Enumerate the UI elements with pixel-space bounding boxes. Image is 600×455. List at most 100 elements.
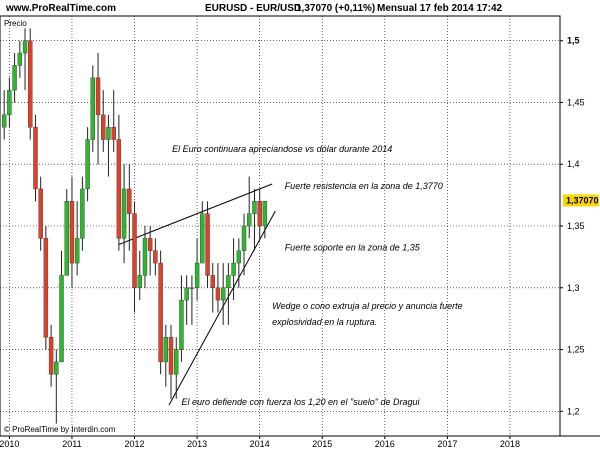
trendline-soporte xyxy=(168,210,276,406)
x-tick-label: 2013 xyxy=(187,439,207,449)
candle-body xyxy=(85,139,90,190)
candle xyxy=(38,176,43,251)
candle xyxy=(189,275,195,325)
candle xyxy=(200,201,205,264)
candle xyxy=(257,188,262,239)
candle xyxy=(210,263,215,313)
candle-body xyxy=(142,238,148,276)
last-price-marker: 1,37070 xyxy=(563,194,599,207)
price-change: 1,37070 (+0,11%) xyxy=(296,3,375,14)
candle xyxy=(7,77,12,128)
candle xyxy=(262,201,268,239)
candle xyxy=(168,324,174,399)
candle xyxy=(1,90,7,140)
candle-body xyxy=(189,287,195,289)
candle xyxy=(17,40,23,78)
candle xyxy=(174,337,179,399)
candle xyxy=(33,114,38,202)
footer-credit: © ProRealTime by Interdin.com xyxy=(4,425,116,434)
x-tick-label: 2016 xyxy=(375,439,395,449)
candle-body xyxy=(69,201,75,264)
candle-body xyxy=(147,238,153,251)
candle-body xyxy=(153,250,158,264)
candle-body xyxy=(257,201,262,227)
candle xyxy=(121,164,127,264)
trendlines xyxy=(118,183,276,406)
y-axis-label: Precio xyxy=(4,19,27,28)
candle-body xyxy=(116,139,122,239)
last-price-label: 1,37070 xyxy=(566,195,599,205)
y-tick-label: 1,4 xyxy=(567,159,580,169)
candle-body xyxy=(236,250,242,264)
candle xyxy=(59,250,64,363)
x-tick-label: 2017 xyxy=(437,439,457,449)
x-ticks: 2010 2011 2012 2013 2014 2015 2016 2017 2018 xyxy=(0,436,520,449)
candle xyxy=(132,201,137,313)
candle xyxy=(127,164,132,251)
candle xyxy=(80,176,85,251)
annotation: explosividad en la ruptura. xyxy=(272,317,377,327)
candle-body xyxy=(179,299,184,350)
candle-body xyxy=(121,188,127,239)
y-tick-label: 1,2 xyxy=(567,406,580,416)
candles xyxy=(1,28,268,424)
candle xyxy=(22,28,28,91)
candle xyxy=(90,65,95,152)
candle xyxy=(205,201,210,288)
candle-body xyxy=(220,287,226,301)
candle-body xyxy=(210,275,215,288)
candle-body xyxy=(215,287,221,301)
candle xyxy=(69,176,75,288)
annotation: El euro defiende con fuerza los 1,20 en … xyxy=(181,397,420,407)
candle xyxy=(74,201,80,276)
candle xyxy=(220,263,226,325)
candle-body xyxy=(168,336,174,375)
x-tick-label: 2015 xyxy=(312,439,332,449)
candle-body xyxy=(74,238,80,264)
candle-body xyxy=(184,287,189,301)
annotation: Wedge o cono extruja al precio y anuncia… xyxy=(272,301,462,311)
x-tick-label: 2014 xyxy=(250,439,270,449)
last-price-background xyxy=(563,194,599,207)
candle-body xyxy=(101,114,106,140)
candle-body xyxy=(12,65,17,91)
candle xyxy=(137,250,142,301)
candle-body xyxy=(106,126,111,140)
candle xyxy=(116,114,122,251)
candle-body xyxy=(64,201,69,276)
candle-body xyxy=(252,201,257,214)
trendline-resistencia xyxy=(118,183,273,245)
candle xyxy=(106,114,111,177)
candle-body xyxy=(247,213,252,227)
candle-body xyxy=(200,213,205,264)
candle xyxy=(28,28,33,140)
candle-body xyxy=(22,40,28,54)
candle-body xyxy=(262,201,268,227)
instrument-title: EURUSD - EUR/USD xyxy=(205,3,301,14)
y-tick-label: 1,25 xyxy=(567,345,585,355)
candle-body xyxy=(59,275,64,363)
y-ticks: 1,5 1,45 1,4 1,35 1,3 1,25 1,2 xyxy=(560,36,585,416)
candle xyxy=(194,238,200,301)
candle-body xyxy=(194,262,200,288)
candle xyxy=(236,238,242,288)
candle xyxy=(153,238,158,276)
candle-body xyxy=(33,126,38,190)
candle-body xyxy=(127,188,132,214)
y-tick-label: 1,3 xyxy=(567,283,580,293)
candle xyxy=(184,275,189,325)
candle xyxy=(54,349,59,424)
candle-body xyxy=(231,262,236,276)
candle xyxy=(158,250,163,375)
candle-body xyxy=(163,336,169,363)
candle xyxy=(215,263,221,313)
annotation: Fuerte soporte en la zona de 1,35 xyxy=(285,243,421,253)
candle-body xyxy=(205,213,210,276)
candle-body xyxy=(1,114,7,128)
x-tick-label: 2012 xyxy=(125,439,145,449)
candle-body xyxy=(28,40,33,128)
site-label: www.ProRealTime.com xyxy=(5,3,116,14)
candle-body xyxy=(111,126,116,140)
y-tick-label: 1,45 xyxy=(567,97,585,107)
